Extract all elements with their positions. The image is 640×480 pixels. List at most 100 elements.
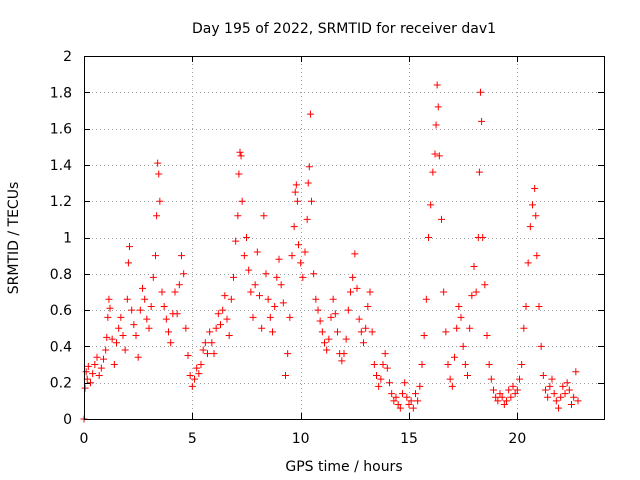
data-point	[262, 270, 270, 278]
data-point	[143, 315, 151, 323]
data-point	[492, 393, 500, 401]
x-axis-label: GPS time / hours	[285, 459, 402, 475]
data-points	[80, 81, 582, 423]
data-point	[89, 370, 97, 378]
data-point	[442, 328, 450, 336]
data-point	[147, 302, 155, 310]
data-point	[455, 302, 463, 310]
y-tick-label: 1.8	[50, 85, 72, 101]
data-point	[360, 339, 367, 347]
data-point	[429, 168, 437, 176]
data-point	[364, 302, 372, 310]
data-point	[479, 234, 487, 241]
data-point	[221, 292, 229, 300]
data-point	[104, 313, 112, 321]
data-point	[563, 379, 571, 387]
data-point	[106, 304, 114, 312]
data-point	[464, 371, 471, 379]
data-point	[434, 103, 442, 111]
data-point	[481, 281, 489, 289]
data-point	[132, 332, 140, 340]
data-point	[204, 350, 211, 358]
data-point	[124, 259, 132, 267]
data-point	[511, 390, 519, 398]
data-point	[306, 110, 314, 118]
data-point	[91, 361, 99, 369]
data-point	[180, 270, 188, 278]
data-point	[440, 288, 448, 296]
data-point	[186, 371, 194, 379]
data-point	[522, 302, 530, 310]
data-point	[559, 382, 567, 390]
data-point	[312, 295, 320, 303]
data-point	[529, 201, 536, 209]
data-point	[461, 361, 469, 369]
data-point	[485, 361, 493, 369]
data-point	[308, 197, 315, 205]
data-point	[237, 152, 245, 160]
data-point	[448, 382, 456, 390]
data-point	[494, 397, 502, 405]
data-point	[301, 248, 309, 256]
data-point	[223, 315, 231, 323]
data-point	[405, 400, 413, 408]
data-point	[342, 335, 350, 343]
data-point	[472, 288, 480, 296]
x-tick-labels: 0 5 10 15 20	[80, 431, 527, 447]
data-point	[110, 361, 118, 369]
data-point	[425, 234, 432, 241]
data-point	[162, 315, 170, 323]
data-point	[286, 313, 294, 321]
data-point	[182, 324, 190, 332]
data-point	[524, 259, 532, 267]
data-point	[383, 364, 391, 372]
data-point	[217, 321, 224, 329]
data-point	[288, 252, 296, 260]
data-point	[381, 350, 389, 358]
y-tick-labels: 0 0.2 0.4 0.6 0.8 1 1.2 1.4 1.6 1.8 2	[50, 49, 72, 428]
data-point	[509, 382, 517, 390]
data-point	[349, 273, 357, 281]
data-point	[518, 361, 526, 369]
grid	[84, 56, 604, 419]
data-point	[128, 306, 136, 314]
data-point	[108, 335, 116, 343]
data-point	[572, 368, 580, 376]
data-point	[451, 353, 458, 361]
data-point	[264, 295, 272, 303]
data-point	[266, 313, 274, 321]
data-point	[318, 328, 326, 336]
data-point	[535, 302, 543, 310]
x-tick-label: 15	[400, 431, 418, 447]
data-point	[520, 324, 528, 332]
data-point	[165, 328, 172, 336]
data-point	[565, 386, 573, 394]
data-point	[321, 339, 328, 347]
data-point	[401, 379, 409, 387]
data-point	[167, 339, 175, 347]
data-point	[552, 397, 560, 405]
data-point	[240, 252, 248, 260]
data-point	[388, 390, 396, 398]
data-point	[532, 212, 540, 220]
data-point	[291, 188, 299, 196]
data-point	[234, 212, 242, 220]
x-tick-label: 5	[188, 431, 197, 447]
data-point	[368, 328, 376, 336]
y-tick-label: 1.2	[50, 194, 72, 210]
data-point	[260, 212, 268, 220]
data-point	[574, 397, 582, 405]
data-point	[438, 215, 445, 223]
data-point	[119, 332, 127, 340]
data-point	[468, 292, 476, 300]
data-point	[500, 400, 508, 408]
x-tick-label: 10	[292, 431, 310, 447]
data-point	[238, 197, 246, 205]
data-point	[435, 152, 443, 160]
data-point	[304, 179, 312, 187]
data-point	[113, 339, 120, 347]
data-point	[156, 197, 164, 205]
data-point	[230, 273, 237, 281]
data-point	[490, 386, 497, 394]
data-point	[175, 281, 183, 289]
